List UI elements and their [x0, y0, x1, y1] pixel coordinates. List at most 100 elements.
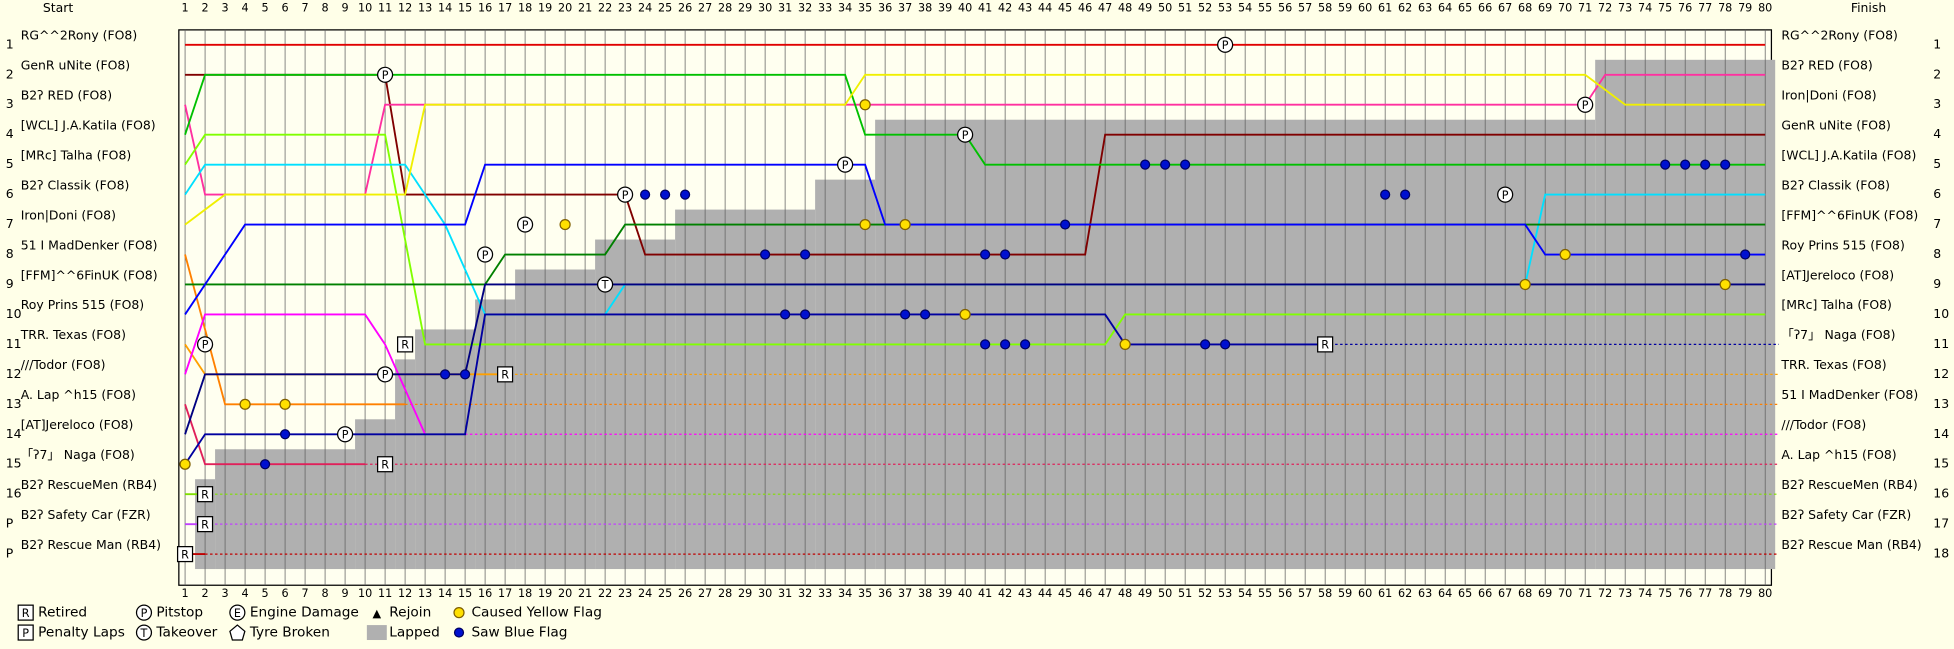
- icon-symbol: R: [401, 339, 409, 352]
- icon-symbol: P: [382, 369, 389, 382]
- start-position: P: [6, 546, 14, 561]
- x-tick-label: 21: [578, 2, 592, 15]
- blue-flag: [1000, 339, 1011, 350]
- finish-name: B2ʔ RED (FO8): [1781, 58, 1872, 73]
- x-tick-label: 15: [458, 587, 472, 600]
- start-name: RG^^2Rony (FO8): [21, 28, 138, 43]
- engine-icon: E: [229, 604, 246, 621]
- icon-frame: [517, 216, 534, 233]
- x-tick-label: 1: [182, 2, 189, 15]
- x-tick-label: 73: [1618, 587, 1632, 600]
- icon-symbol: P: [202, 339, 209, 352]
- x-tick-label: 76: [1678, 587, 1692, 600]
- x-tick-label: 54: [1238, 587, 1252, 600]
- x-tick-label: 12: [398, 587, 412, 600]
- finish-name: A. Lap ^h15 (FO8): [1781, 447, 1896, 462]
- start-name: Roy Prins 515 (FO8): [21, 297, 144, 312]
- finish-position: 16: [1933, 486, 1949, 501]
- pitstop-icon: P: [1217, 36, 1234, 53]
- x-tick-label: 28: [718, 2, 732, 15]
- x-tick-label: 37: [898, 2, 912, 15]
- driver-line: [184, 404, 366, 466]
- x-tick-label: 21: [578, 587, 592, 600]
- x-tick-label: 55: [1258, 587, 1272, 600]
- x-tick-label: 24: [638, 2, 652, 15]
- icon-symbol: R: [201, 488, 209, 501]
- yellow-flag: [859, 218, 871, 231]
- legend-label: Caused Yellow Flag: [471, 605, 601, 621]
- start-name: Iron|Doni (FO8): [21, 207, 116, 223]
- x-tick-label: 18: [518, 587, 532, 600]
- x-tick-label: 56: [1278, 2, 1292, 15]
- start-position: 13: [6, 396, 22, 411]
- blue-flag: [1000, 249, 1011, 260]
- blue-flag: [660, 189, 671, 200]
- legend-label: Lapped: [389, 625, 440, 641]
- x-tick-label: 61: [1378, 2, 1392, 15]
- x-tick-label: 40: [958, 587, 972, 600]
- x-tick-label: 5: [262, 587, 269, 600]
- pitstop-icon: P: [135, 604, 153, 621]
- icon-frame: [376, 456, 394, 473]
- x-tick-label: 48: [1118, 2, 1132, 15]
- x-tick-label: 59: [1338, 587, 1352, 600]
- start-name: GenR uNite (FO8): [21, 58, 130, 73]
- blue-flag: [1020, 339, 1031, 350]
- x-tick-label: 11: [378, 587, 392, 600]
- pitstop-icon: P: [196, 336, 214, 353]
- finish-name: [AT]Jereloco (FO8): [1781, 267, 1894, 282]
- blue-flag: [1220, 339, 1231, 350]
- blue-flag: [980, 249, 991, 260]
- start-position: 3: [6, 96, 14, 111]
- blue-flag: [1160, 159, 1171, 170]
- start-name: A. Lap ^h15 (FO8): [21, 387, 136, 402]
- finish-position: 12: [1933, 366, 1949, 381]
- x-tick-label: 36: [878, 587, 892, 600]
- blue-flag: [800, 309, 811, 320]
- legend-label: Retired: [38, 605, 87, 621]
- x-tick-label: 19: [538, 2, 552, 15]
- icon-symbol: P: [522, 219, 529, 232]
- blue-flag: [1140, 159, 1151, 170]
- retired-icon: R: [497, 366, 514, 383]
- x-tick-label: 41: [978, 587, 992, 600]
- blue-flag: [1180, 159, 1191, 170]
- blue-flag: [1380, 189, 1391, 200]
- finish-name: [MRc] Talha (FO8): [1781, 297, 1892, 312]
- driver-line: [184, 133, 1766, 346]
- x-tick-label: 75: [1658, 2, 1672, 15]
- yellow-flag: [899, 218, 911, 231]
- x-tick-label: 7: [302, 2, 309, 15]
- icon-symbol: P: [482, 249, 489, 262]
- finish-position: 3: [1933, 96, 1941, 111]
- icon-frame: [196, 516, 214, 533]
- x-tick-label: 79: [1738, 587, 1752, 600]
- x-tick-label: 39: [938, 587, 952, 600]
- start-name: TRR. Texas (FO8): [20, 327, 126, 342]
- x-tick-label: 2: [202, 587, 209, 600]
- x-tick-label: 70: [1558, 587, 1572, 600]
- icon-frame: [957, 126, 974, 143]
- x-tick-label: 32: [798, 2, 812, 15]
- finish-position: 9: [1933, 276, 1941, 291]
- x-tick-label: 44: [1038, 587, 1052, 600]
- x-tick-label: 54: [1238, 2, 1252, 15]
- yellow-flag: [859, 99, 871, 111]
- icon-symbol: R: [181, 548, 189, 561]
- driver-line: [184, 254, 406, 406]
- x-tick-label: 33: [818, 587, 832, 600]
- x-tick-label: 49: [1138, 2, 1152, 15]
- icon-frame: [229, 624, 246, 641]
- legend-label: Engine Damage: [250, 605, 359, 621]
- x-tick-label: 42: [998, 2, 1012, 15]
- retired-icon: R: [1317, 336, 1334, 353]
- x-tick-label: 11: [378, 2, 392, 15]
- blue-flag: [800, 249, 811, 260]
- x-tick-label: 62: [1398, 2, 1412, 15]
- finish-name: B2ʔ Rescue Man (RB4): [1781, 537, 1921, 552]
- retired-icon: R: [17, 604, 34, 621]
- start-position: 10: [6, 306, 22, 321]
- blue-flag: [1060, 219, 1071, 230]
- x-tick-label: 3: [222, 587, 229, 600]
- icon-symbol: P: [1502, 189, 1509, 202]
